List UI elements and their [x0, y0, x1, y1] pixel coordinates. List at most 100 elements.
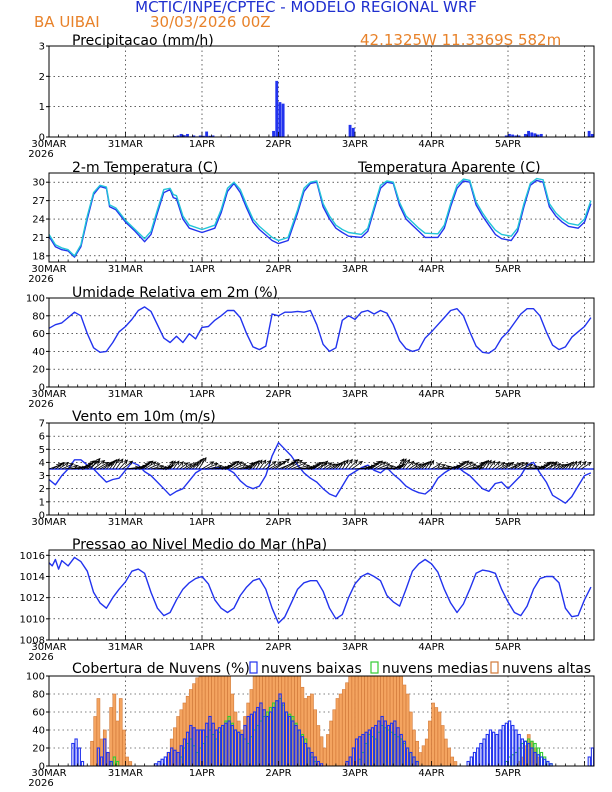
- y-tick-label: 40: [32, 347, 45, 358]
- x-date-label: 5APR: [495, 389, 521, 400]
- wind-arrow-head: [400, 458, 405, 463]
- wind-arrow: [93, 460, 105, 470]
- y-tick-label: 40: [32, 726, 45, 737]
- cloud-bar-low: [482, 738, 486, 767]
- wind-arrow-head: [353, 459, 359, 464]
- wind-arrow: [240, 467, 252, 470]
- wind-arrow-head: [60, 462, 66, 467]
- wind-arrow: [154, 467, 167, 470]
- y-tick-label: 1: [39, 102, 45, 113]
- y-tick-label: 1008: [20, 636, 45, 647]
- wind-arrow-head: [467, 461, 473, 466]
- wind-arrow-head: [164, 466, 170, 471]
- wind-arrow: [310, 462, 322, 470]
- wind-arrow: [243, 463, 254, 470]
- y-tick-label: 0: [39, 762, 45, 773]
- cloud-bar-high: [428, 720, 432, 767]
- wind-arrow: [294, 465, 310, 470]
- wind-arrow: [405, 461, 414, 470]
- cloud-bar-low: [479, 742, 483, 767]
- x-year-label: 2026: [28, 274, 53, 285]
- cloud-bar-high: [115, 720, 120, 767]
- wind-arrow-head: [183, 462, 189, 467]
- legend-swatch-mid-clouds: [370, 661, 379, 674]
- x-date-label: 2APR: [265, 264, 291, 275]
- panel-title-wind: Vento em 10m (m/s): [72, 409, 216, 425]
- wind-arrow: [549, 461, 558, 470]
- wind-arrow-head: [495, 460, 501, 466]
- wind-arrow: [517, 462, 529, 470]
- wind-arrow: [348, 459, 358, 470]
- wind-arrow: [281, 459, 297, 470]
- header-title: MCTIC/INPE/CPTEC - MODELO REGIONAL WRF: [135, 0, 477, 16]
- wind-arrow: [61, 463, 74, 470]
- precip-bar: [211, 135, 215, 137]
- wind-arrow-head: [155, 463, 161, 468]
- wind-arrow: [539, 461, 552, 470]
- wind-arrow: [230, 461, 243, 470]
- wind-arrow-head: [301, 462, 307, 467]
- precip-bar: [275, 80, 279, 137]
- wind-arrow: [80, 461, 95, 470]
- wind-arrow: [265, 461, 277, 470]
- wind-arrow: [208, 465, 222, 470]
- precip-bar: [508, 133, 511, 137]
- wind-arrow: [504, 462, 514, 470]
- wind-arrow-head: [430, 459, 435, 465]
- y-tick-label: 1016: [20, 551, 45, 562]
- x-date-label: 3APR: [342, 389, 368, 400]
- x-date-label: 1APR: [189, 642, 215, 653]
- wind-arrow: [427, 460, 435, 470]
- cloud-bar-high: [128, 761, 133, 767]
- legend-swatch-high-clouds: [490, 661, 499, 674]
- wind-arrow: [224, 461, 237, 470]
- wind-arrow: [313, 461, 324, 470]
- wind-arrow: [459, 461, 473, 470]
- panel-frame-wind: [48, 422, 595, 516]
- x-date-label: 31MAR: [108, 517, 143, 528]
- wind-arrow: [51, 463, 63, 470]
- x-date-label: 5APR: [495, 768, 521, 779]
- y-tick-label: 30: [32, 178, 45, 189]
- panel-frame-clouds: [48, 675, 595, 767]
- wind-arrow: [182, 463, 193, 470]
- cloud-bar-low: [495, 733, 499, 767]
- cloud-bar-high: [335, 698, 340, 767]
- precip-bar: [198, 135, 202, 137]
- wind-arrow: [246, 462, 256, 470]
- cloud-bar-high: [125, 756, 129, 767]
- x-date-label: 31MAR: [108, 139, 143, 150]
- x-date-label: 4APR: [418, 139, 444, 150]
- wind-arrow: [393, 463, 406, 470]
- cloud-bar-low: [587, 756, 591, 767]
- wind-arrow: [176, 461, 184, 470]
- cloud-bar-high: [348, 675, 353, 767]
- wind-arrow: [453, 461, 466, 470]
- wind-arrow-head: [100, 460, 106, 465]
- x-date-label: 30MAR: [31, 389, 66, 400]
- wind-arrow: [396, 458, 405, 470]
- wind-arrow-head: [123, 459, 129, 465]
- wind-arrow-head: [484, 459, 490, 465]
- wind-arrow-head: [436, 463, 442, 468]
- wind-arrow: [431, 463, 441, 470]
- wind-arrow-head: [385, 463, 391, 468]
- wind-arrow: [558, 464, 567, 470]
- x-date-label: 5APR: [495, 517, 521, 528]
- wind-arrow-head: [258, 459, 263, 465]
- x-date-label: 3APR: [342, 642, 368, 653]
- wind-arrow: [402, 459, 410, 470]
- cloud-bar-high: [316, 725, 321, 767]
- legend-label-low-clouds: nuvens baixas: [261, 661, 362, 677]
- wind-arrow-head: [381, 461, 387, 466]
- wind-arrow: [185, 463, 196, 470]
- wind-arrow-head: [323, 460, 329, 466]
- precip-bar: [523, 133, 527, 137]
- wind-arrow: [456, 460, 469, 470]
- y-tick-label: 80: [32, 311, 45, 322]
- wind-arrow-head: [262, 459, 267, 465]
- y-tick-label: 18: [32, 251, 45, 262]
- y-tick-label: 6: [39, 432, 45, 443]
- cloud-bar-high: [93, 716, 98, 767]
- cloud-bar-high: [332, 709, 337, 767]
